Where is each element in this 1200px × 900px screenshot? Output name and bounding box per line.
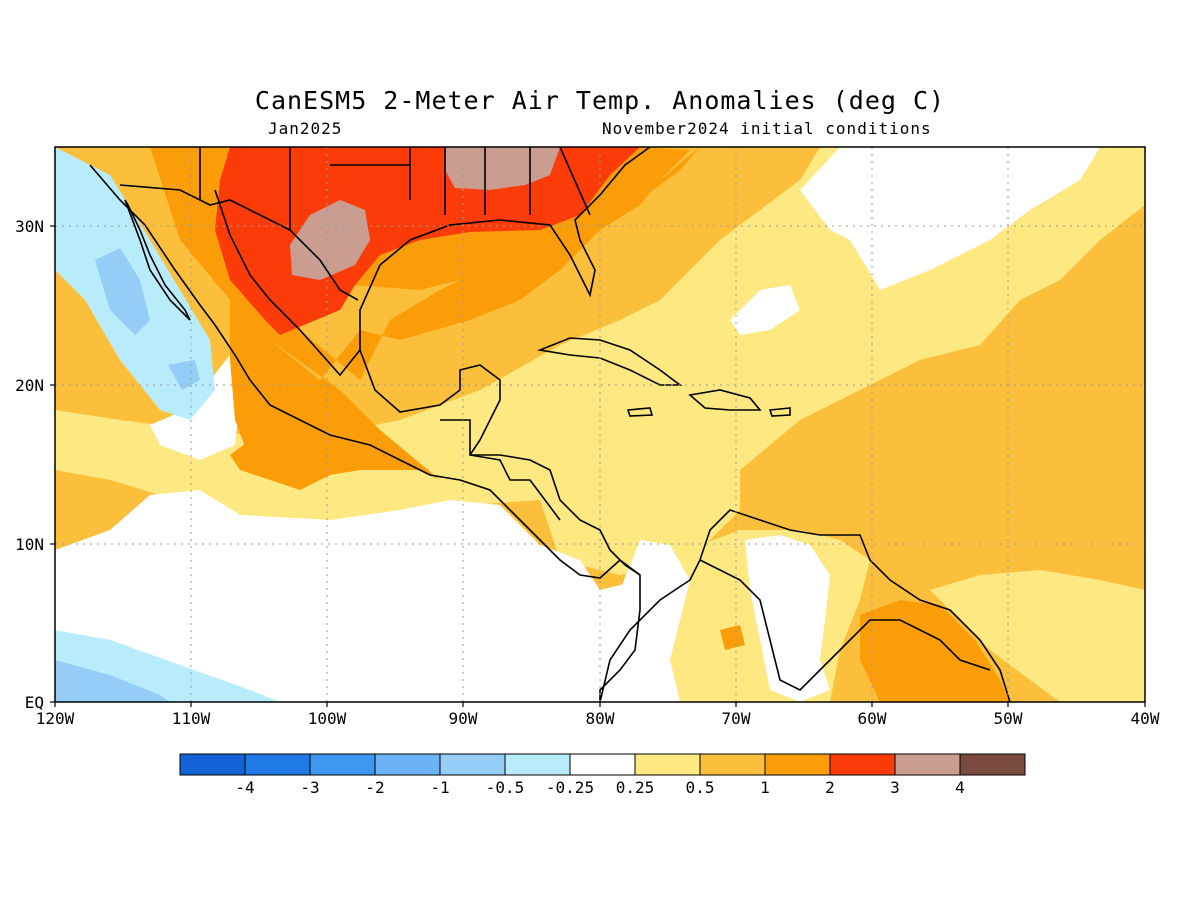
colorbar-label: 3 (890, 778, 900, 797)
lon-label-90w: 90W (449, 709, 478, 728)
forecast-month: Jan2025 (268, 119, 343, 138)
colorbar-label: 0.5 (686, 778, 715, 797)
colorbar-swatch (309, 753, 376, 776)
lon-label-100w: 100W (308, 709, 347, 728)
anomaly-region-near-zero-colombia (600, 540, 690, 702)
border-southamerica (699, 559, 991, 691)
colorbar: -4 -3 -2 -1 -0.5 -0.25 0.25 0.5 1 2 3 4 (179, 753, 1026, 797)
border-us-mexico (119, 184, 359, 301)
colorbar-label: 4 (955, 778, 965, 797)
border-central-america (440, 419, 561, 521)
colorbar-swatch (634, 753, 701, 776)
tick-marks (50, 225, 1146, 707)
anomaly-region-2-3-texas (215, 147, 640, 335)
colorbar-label: 0.25 (616, 778, 655, 797)
lon-label-80w: 80W (586, 709, 615, 728)
coastlines (89, 147, 1011, 702)
coastline-hispaniola (688, 389, 762, 411)
anomaly-region-near-zero-island (730, 285, 800, 335)
anomaly-region-1-2-guiana (860, 600, 1010, 702)
lat-label-20n: 20N (15, 376, 44, 395)
colorbar-label: -4 (235, 778, 254, 797)
anomaly-region-1-2-colombia (720, 625, 745, 650)
map-title: CanESM5 2-Meter Air Temp. Anomalies (deg… (254, 86, 946, 115)
lon-label-70w: 70W (722, 709, 751, 728)
coastline-baja (124, 199, 191, 321)
anomaly-region-near-zero-venezuela (745, 535, 830, 702)
anomaly-region-3-4-texas (290, 200, 370, 280)
colorbar-swatch (179, 753, 246, 776)
lon-label-40w: 40W (1131, 709, 1160, 728)
anomaly-region-3-4-southeast (445, 147, 560, 190)
coastline-puertorico (768, 407, 791, 417)
anomaly-region-1-2-mexico (230, 280, 420, 480)
gridlines (55, 147, 1145, 702)
colorbar-swatch (439, 753, 506, 776)
colorbar-label: -0.5 (486, 778, 525, 797)
anomaly-region-cool-baja-spot (168, 360, 200, 390)
lat-label-10n: 10N (15, 535, 44, 554)
coastline-southamerica (599, 509, 1011, 702)
colorbar-swatch (374, 753, 441, 776)
anomaly-region-0.25-0.5-southeast (930, 570, 1145, 702)
lat-label-30n: 30N (15, 217, 44, 236)
coastline-central-america (470, 454, 641, 576)
colorbar-swatch (504, 753, 571, 776)
initial-conditions: November2024 initial conditions (602, 119, 932, 138)
colorbar-swatch (894, 753, 961, 776)
lon-label-60w: 60W (858, 709, 887, 728)
border-us-states (199, 147, 591, 230)
colorbar-swatch (959, 753, 1026, 776)
lon-label-120w: 120W (36, 709, 75, 728)
coastline-yucatan (359, 349, 501, 456)
anomaly-region-cool-baja-inner (95, 248, 150, 335)
lat-label-eq: EQ (25, 693, 44, 712)
colorbar-label: 2 (825, 778, 835, 797)
coastline-mexico-pacific (89, 164, 641, 702)
colorbar-swatch (699, 753, 766, 776)
colorbar-label: -0.25 (546, 778, 594, 797)
colorbar-label: 1 (760, 778, 770, 797)
anomaly-region-near-zero-pacific (55, 490, 640, 702)
colorbar-swatch (829, 753, 896, 776)
colorbar-swatch (244, 753, 311, 776)
coastline-gulf (214, 147, 651, 377)
colorbar-swatch (764, 753, 831, 776)
lon-label-110w: 110W (172, 709, 211, 728)
colorbar-label: -1 (430, 778, 449, 797)
coastline-jamaica (626, 407, 654, 417)
colorbar-label: -2 (365, 778, 384, 797)
anomaly-region-cool-southwest-inner (55, 660, 170, 702)
lon-label-50w: 50W (994, 709, 1023, 728)
colorbar-swatch (569, 753, 636, 776)
anomaly-region-near-zero-atlantic (800, 147, 1100, 290)
colorbar-label: -3 (300, 778, 319, 797)
anomaly-field (55, 147, 1145, 702)
